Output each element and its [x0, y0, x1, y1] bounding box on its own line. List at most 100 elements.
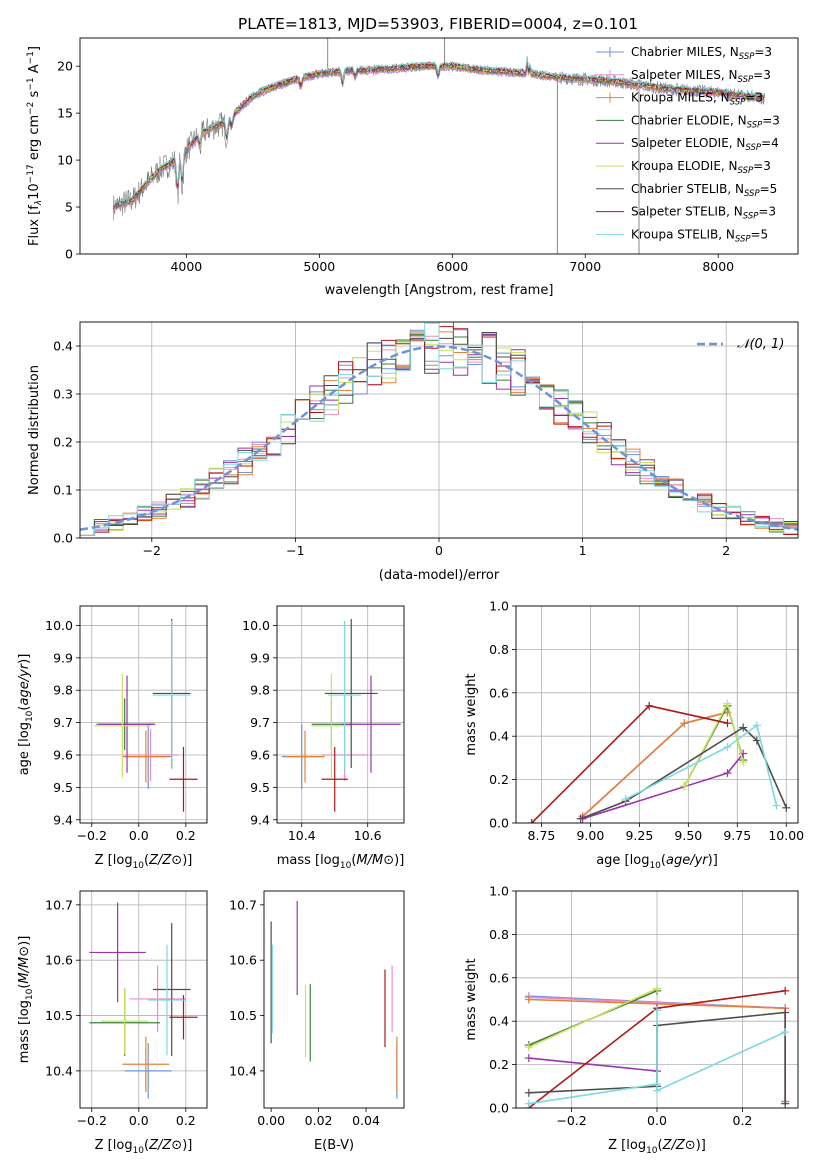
spectrum-xtick-label: 7000	[569, 259, 601, 274]
residual-ytick-label: 0.3	[53, 387, 73, 402]
age-mass-xtick-label: 10.6	[354, 828, 382, 843]
mass-z-xtick-label: −0.2	[77, 1113, 107, 1128]
age-z-ytick-label: 9.8	[53, 683, 73, 698]
spectrum-axes: 4000 5000 6000 7000 8000 0 5 10 15 20	[57, 59, 734, 274]
model-spectrum-kroupa-stelib	[112, 57, 765, 207]
age-z-ytick-label: 9.6	[53, 747, 73, 762]
age-mass-ytick-label: 9.8	[250, 683, 270, 698]
age-z-ylabel-part: age [log	[17, 722, 32, 775]
weight-z-ylabel: mass weight	[464, 958, 479, 1040]
mass-z-frame	[79, 890, 208, 1109]
weight-z-xlabel-part: (	[658, 1138, 663, 1153]
weight-z-xtick-label: −0.2	[556, 1113, 586, 1128]
age-z-xtick-label: 0.2	[176, 828, 196, 843]
age-z-xlabel-part: )]	[182, 853, 192, 868]
weight-z-ytick-label: 0.8	[489, 927, 509, 942]
legend-label-suffix: =3	[754, 45, 772, 59]
weight-age-xtick-label: 9.25	[625, 828, 653, 843]
legend-label-suffix: =3	[758, 205, 776, 219]
age-mass-frame	[276, 605, 405, 824]
residual-xtick-label: 0	[435, 543, 443, 558]
age-z-xlabel-part: 10	[133, 861, 145, 871]
mass-ebv-xtick-label: 0.04	[352, 1113, 380, 1128]
age-z-ylabel-part: (	[17, 706, 32, 711]
spectrum-xtick-label: 6000	[436, 259, 468, 274]
spectrum-ylabel-part: erg cm	[27, 115, 42, 164]
spectrum-xtick-label: 8000	[702, 259, 734, 274]
age-mass-ytick-label: 9.6	[250, 747, 270, 762]
legend-label-text: Chabrier MILES, N	[631, 45, 739, 59]
weight-z-frame	[515, 890, 799, 1109]
legend-label-sub: SSP	[730, 98, 746, 108]
legend-label: Salpeter ELODIE, NSSP=4	[631, 136, 779, 153]
weight-age-xtick-label: 9.75	[723, 828, 751, 843]
residual-xtick-label: 2	[722, 543, 730, 558]
residual-ylabel: Normed distribution	[27, 365, 42, 495]
residual-xtick-label: −1	[286, 543, 304, 558]
spectrum-ylabel: Flux [fλ10−17 erg cm−2 s−1 A−1]	[26, 46, 44, 246]
age-z-xlabel-part: Z/Z⊙	[148, 853, 182, 868]
spectrum-ytick-label: 20	[57, 59, 73, 74]
weight-z-data-group	[524, 984, 790, 1108]
mass-z-ytick-label: 10.7	[45, 897, 73, 912]
legend-label: Salpeter MILES, NSSP=3	[631, 68, 771, 85]
weight-age-xtick-label: 9.00	[576, 828, 604, 843]
weight-z-xtick-label: 0.2	[733, 1113, 753, 1128]
weight-age-ylabel: mass weight	[464, 673, 479, 755]
weight-age-ytick-label: 0.2	[489, 772, 509, 787]
residual-ytick-label: 0.2	[53, 435, 73, 450]
age-z-ytick-label: 9.7	[53, 715, 73, 730]
spectrum-xlabel: wavelength [Angstrom, rest frame]	[325, 283, 554, 298]
legend-label-text: Chabrier ELODIE, N	[631, 113, 747, 127]
legend-label: Kroupa MILES, NSSP=3	[631, 91, 763, 108]
weight-age-xtick-label: 10.00	[768, 828, 804, 843]
spectrum-ylabel-part: −17	[26, 164, 36, 183]
weight-z-ytick-label: 0.0	[489, 1101, 509, 1116]
mass-ebv-frame	[263, 890, 405, 1109]
spectrum-ytick-label: 15	[57, 106, 73, 121]
legend-label-text: Kroupa STELIB, N	[631, 227, 735, 241]
spectrum-ylabel-part: 10	[27, 183, 42, 200]
mass-z-ytick-label: 10.4	[45, 1063, 73, 1078]
legend-label: Kroupa ELODIE, NSSP=3	[631, 159, 771, 176]
weight-z-series-kroupa-stelib	[528, 1010, 786, 1105]
legend-label-sub: SSP	[738, 75, 754, 85]
spectrum-ytick-label: 5	[65, 200, 73, 215]
age-z-ytick-label: 9.9	[53, 650, 73, 665]
age-z-ylabel-part: )]	[17, 654, 32, 664]
mass-z-ytick-label: 10.6	[45, 953, 73, 968]
age-z-xlabel-part: Z [log	[95, 853, 133, 868]
weight-age-ytick-label: 0.8	[489, 642, 509, 657]
weight-z-ytick-label: 0.2	[489, 1057, 509, 1072]
age-mass-xlabel-part: )]	[394, 853, 404, 868]
legend-label-text: Salpeter MILES, N	[631, 68, 738, 82]
spectrum-ylabel-part: −1	[26, 77, 36, 90]
age-z-xlabel: Z [log10(Z/Z⊙)]	[95, 853, 193, 871]
legend-label-suffix: =3	[745, 91, 763, 105]
mass-ebv-xlabel: E(B-V)	[314, 1138, 354, 1153]
weight-age-xtick-label: 9.50	[674, 828, 702, 843]
mass-z-ylabel-part: (	[17, 984, 32, 989]
age-mass-ytick-label: 9.7	[250, 715, 270, 730]
weight-age-ytick-label: 1.0	[489, 599, 509, 614]
age-z-xtick-label: −0.2	[77, 828, 107, 843]
age-mass-xtick-label: 10.4	[288, 828, 316, 843]
spectrum-xtick-label: 5000	[303, 259, 335, 274]
weight-z-series-kroupa-elodie	[528, 987, 658, 1048]
mass-z-xtick-label: 0.0	[129, 1113, 149, 1128]
weight-age-xlabel-part: age [log	[596, 853, 649, 868]
legend-label-suffix: =4	[761, 136, 779, 150]
spectrum-ytick-label: 0	[65, 247, 73, 262]
legend-label-sub: SSP	[739, 52, 755, 62]
mass-z-ylabel-part: )]	[17, 936, 32, 946]
mass-z-ytick-label: 10.5	[45, 1008, 73, 1023]
weight-age-xtick-label: 8.75	[528, 828, 556, 843]
mass-z-xtick-label: 0.2	[176, 1113, 196, 1128]
weight-age-ytick-label: 0.4	[489, 729, 509, 744]
mass-ebv-ytick-label: 10.4	[229, 1063, 257, 1078]
age-z-frame	[79, 605, 208, 824]
age-mass-xlabel-part: mass [log	[277, 853, 340, 868]
legend-label: Chabrier STELIB, NSSP=5	[631, 182, 777, 199]
